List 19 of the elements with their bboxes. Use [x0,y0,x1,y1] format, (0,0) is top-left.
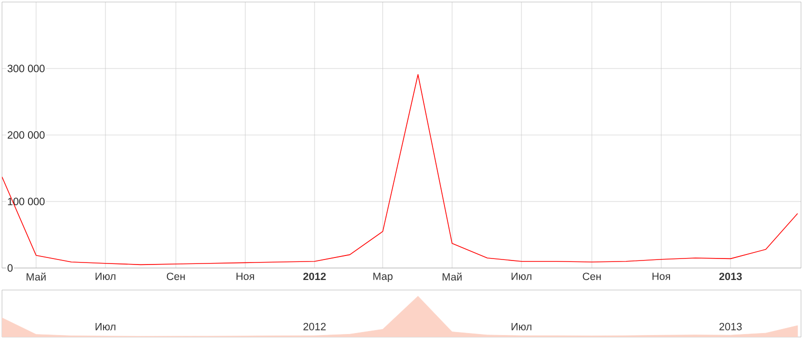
x-tick-label: Сен [582,272,601,280]
x-tick-label: 2013 [719,272,742,280]
y-tick-label: 0 [8,264,13,272]
x-tick-label: Ноя [236,272,254,280]
x-tick-label: 2012 [303,322,326,330]
y-tick-label: 200 000 [8,131,45,139]
x-tick-label: Ноя [652,272,670,280]
x-tick-label: Май [26,272,46,281]
x-tick-label: Июл [512,323,532,330]
y-tick-label: 300 000 [8,64,45,72]
x-tick-label: Июл [512,272,532,280]
x-tick-label: 2012 [303,272,326,280]
x-tick-label: Май [442,272,462,281]
x-tick-label: 2013 [719,322,742,330]
x-tick-label: Июл [96,272,116,280]
line-series [2,74,798,266]
x-tick-label: Июл [96,323,116,330]
x-tick-label: Мар [373,272,393,282]
x-tick-label: Сен [166,272,185,280]
